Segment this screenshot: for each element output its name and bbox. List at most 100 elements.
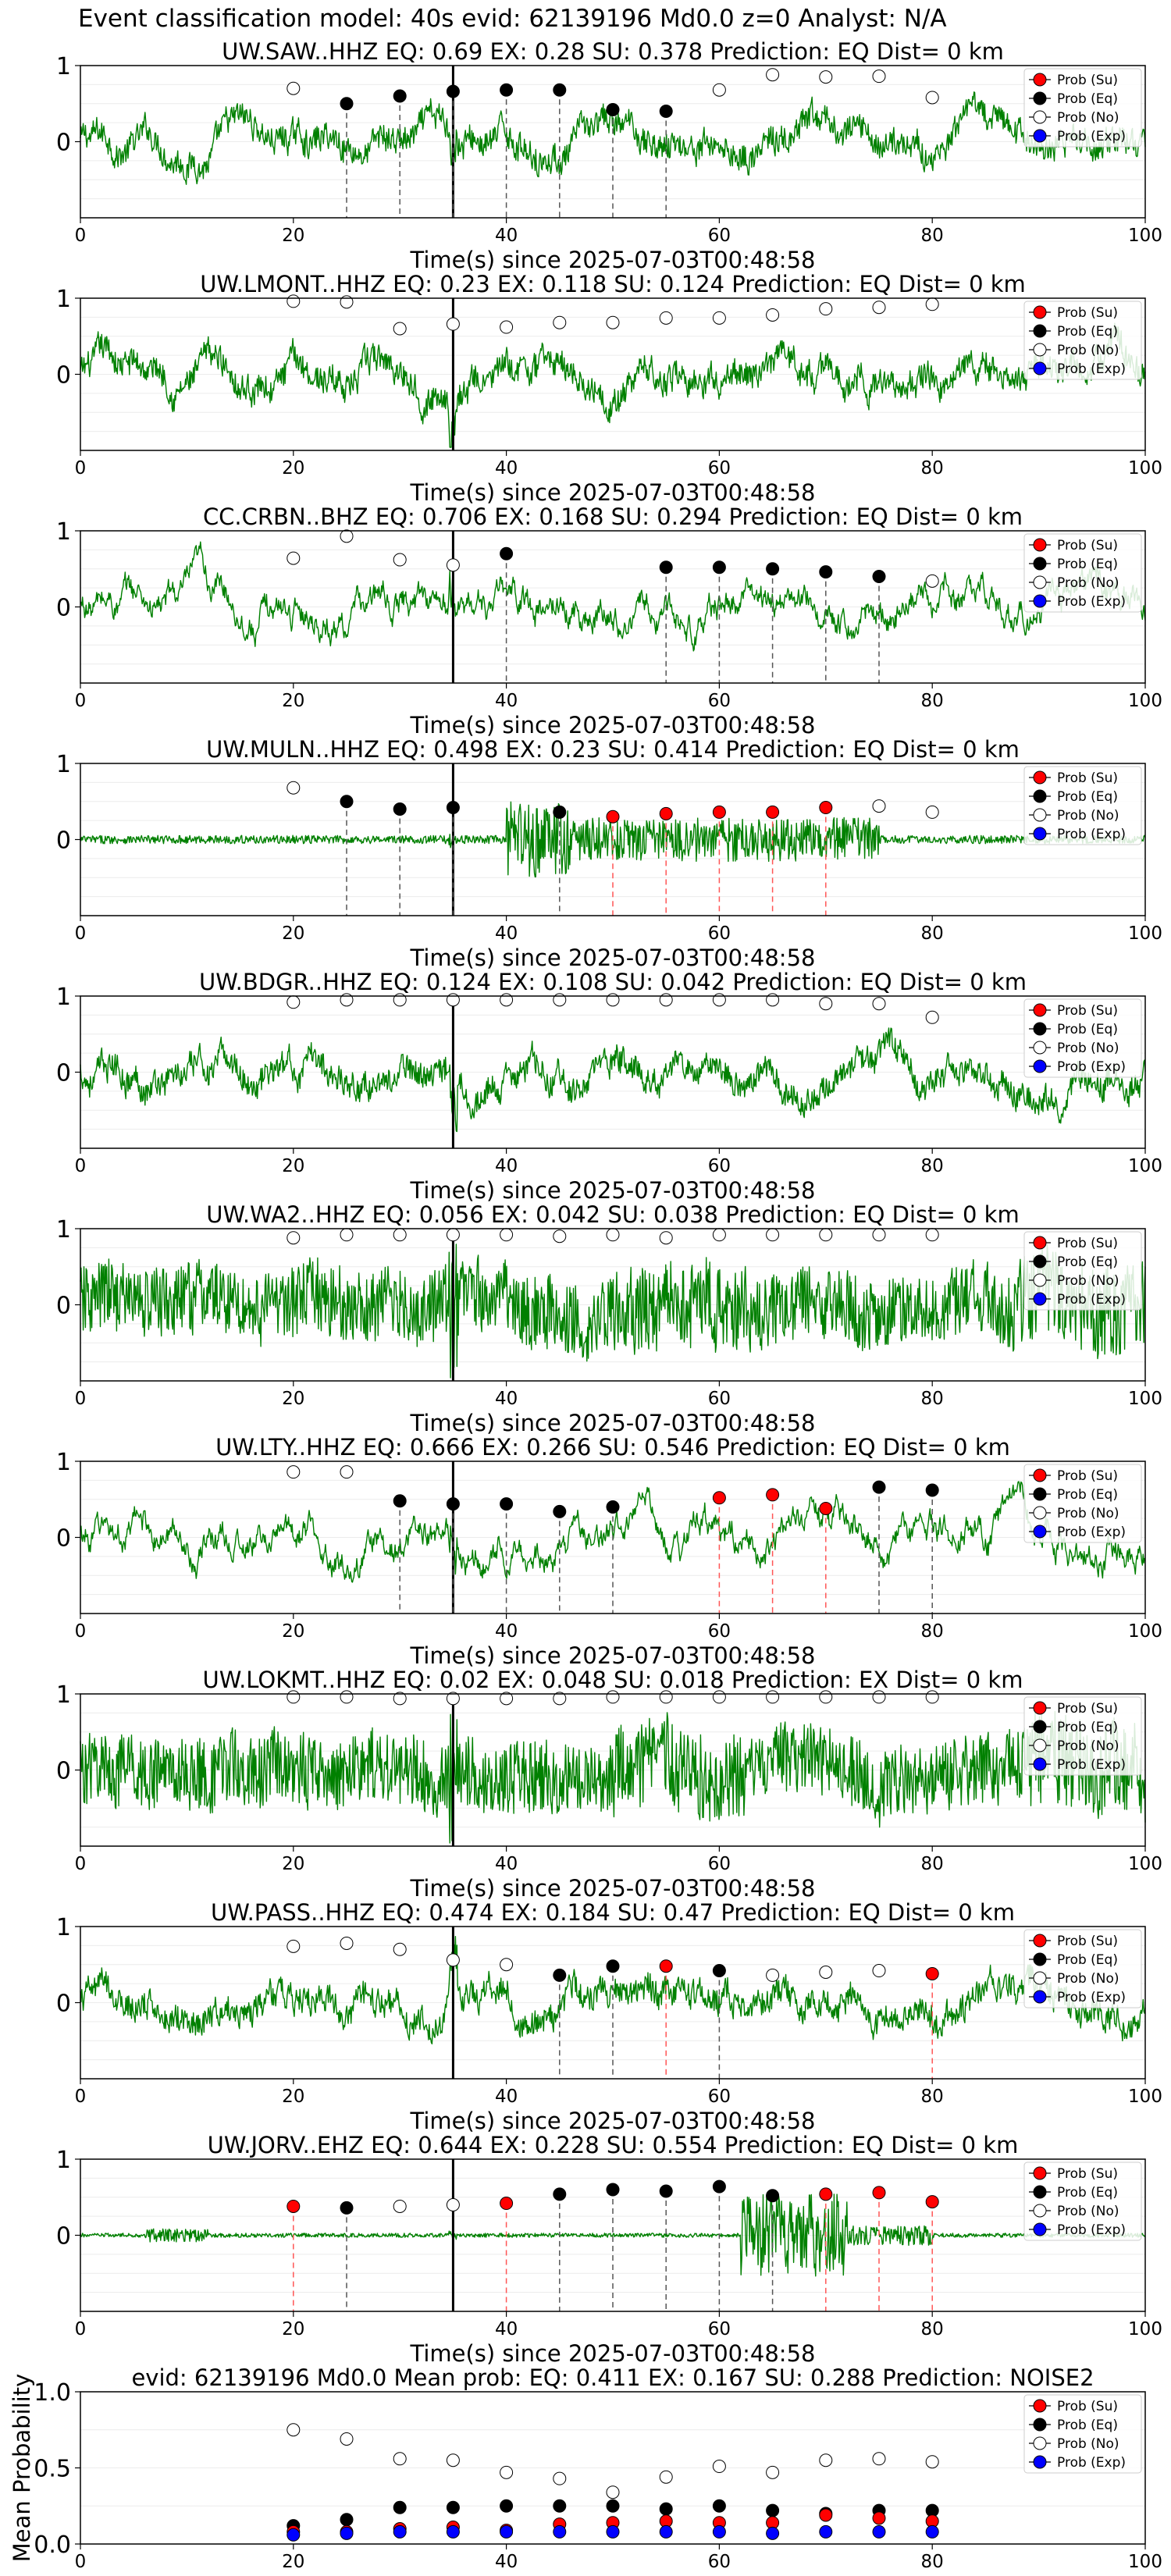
y-tick-label: 1	[56, 518, 71, 546]
mean-point-no	[766, 2465, 780, 2479]
x-tick-label: 60	[708, 2319, 731, 2339]
x-tick-label: 0	[75, 1156, 87, 1176]
mean-point-no	[659, 2470, 673, 2484]
prob-point-eq	[553, 1968, 567, 1982]
prob-point-no	[446, 558, 460, 572]
prob-point-no	[553, 1692, 567, 1706]
x-axis-label: Time(s) since 2025-07-03T00:48:58	[410, 2340, 816, 2367]
prob-point-eq	[446, 84, 460, 98]
prob-point-eq	[340, 97, 354, 111]
x-tick-label: 80	[921, 1156, 944, 1176]
legend-label: Prob (Eq)	[1057, 1254, 1118, 1270]
legend-label: Prob (Su)	[1057, 770, 1118, 786]
prob-point-su	[819, 801, 833, 815]
legend-label: Prob (Exp)	[1057, 827, 1126, 842]
prob-point-su	[659, 806, 673, 820]
x-tick-label: 40	[495, 691, 518, 711]
prob-point-eq	[553, 1504, 567, 1518]
x-tick-label: 0	[75, 2319, 87, 2339]
mean-point-no	[819, 2453, 833, 2467]
mean-point-eq	[659, 2502, 673, 2516]
legend-label: Prob (Exp)	[1057, 594, 1126, 610]
mean-point-exp	[925, 2524, 939, 2539]
prob-point-eq	[393, 89, 407, 103]
panel-title: UW.PASS..HHZ EQ: 0.474 EX: 0.184 SU: 0.4…	[211, 1899, 1015, 1926]
prob-point-eq	[340, 795, 354, 809]
legend-marker-exp	[1033, 1059, 1047, 1073]
waveform-trace	[80, 801, 1146, 878]
legend-marker-su	[1033, 1701, 1047, 1715]
prob-point-no	[340, 1228, 354, 1242]
prob-point-no	[500, 1692, 514, 1706]
prob-point-no	[872, 301, 886, 315]
y-tick-label: 1	[56, 1681, 71, 1709]
mean-point-no	[500, 2465, 514, 2479]
prob-point-eq	[659, 105, 673, 118]
prob-point-no	[766, 1690, 780, 1704]
legend-label: Prob (Su)	[1057, 538, 1118, 553]
panel-title: CC.CRBN..BHZ EQ: 0.706 EX: 0.168 SU: 0.2…	[203, 503, 1023, 530]
x-tick-label: 20	[282, 226, 304, 246]
x-tick-label: 40	[495, 2319, 518, 2339]
legend-label: Prob (Su)	[1057, 1934, 1118, 1949]
legend-marker-no	[1033, 110, 1047, 124]
legend-box	[1023, 2161, 1142, 2241]
y-tick-label: 0.0	[34, 2532, 71, 2559]
prob-point-no	[340, 529, 354, 543]
x-tick-label: 40	[495, 923, 518, 944]
waveform-trace	[80, 1027, 1146, 1133]
x-tick-label: 20	[282, 2319, 304, 2339]
legend-box	[1023, 533, 1142, 613]
x-tick-label: 80	[921, 458, 944, 479]
x-tick-label: 60	[708, 1621, 731, 1642]
legend-label: Prob (Su)	[1057, 1236, 1118, 1251]
legend-marker-no	[1033, 1738, 1047, 1752]
x-tick-label: 0	[75, 2552, 87, 2572]
legend-marker-eq	[1033, 789, 1047, 803]
prob-point-eq	[500, 1497, 514, 1511]
prob-point-no	[766, 68, 780, 82]
legend-label: Prob (No)	[1057, 1506, 1119, 1521]
chart-panel-6: UW.WA2..HHZ EQ: 0.056 EX: 0.042 SU: 0.03…	[56, 1201, 1162, 1436]
legend-marker-su	[1033, 2399, 1047, 2413]
prob-point-su	[659, 1959, 673, 1973]
x-axis-label: Time(s) since 2025-07-03T00:48:58	[410, 1177, 816, 1204]
prob-point-eq	[446, 801, 460, 815]
x-tick-label: 60	[708, 2552, 731, 2572]
legend-marker-eq	[1033, 1254, 1047, 1268]
x-tick-label: 40	[495, 2552, 518, 2572]
prob-point-su	[712, 1491, 726, 1505]
mean-point-no	[287, 2423, 301, 2437]
prob-point-eq	[393, 1494, 407, 1508]
prob-point-no	[340, 1936, 354, 1950]
x-tick-label: 80	[921, 1389, 944, 1409]
legend-label: Prob (No)	[1057, 575, 1119, 591]
legend-box	[1023, 2394, 1142, 2474]
legend-label: Prob (No)	[1057, 1041, 1119, 1056]
x-tick-label: 0	[75, 923, 87, 944]
legend-label: Prob (Eq)	[1057, 789, 1118, 805]
legend-marker-eq	[1033, 91, 1047, 105]
prob-point-su	[606, 809, 620, 824]
x-tick-label: 100	[1128, 458, 1162, 479]
legend-marker-exp	[1033, 2455, 1047, 2469]
waveform-trace	[80, 2194, 1146, 2277]
prob-point-no	[766, 1968, 780, 1982]
prob-point-no	[287, 781, 301, 795]
mean-point-eq	[712, 2499, 726, 2513]
legend-marker-exp	[1033, 594, 1047, 608]
legend-marker-su	[1033, 305, 1047, 319]
prob-point-no	[872, 1228, 886, 1242]
waveform-trace	[80, 541, 1146, 652]
legend-marker-exp	[1033, 827, 1047, 841]
prob-point-no	[393, 1942, 407, 1956]
legend-marker-no	[1033, 2436, 1047, 2450]
x-tick-label: 40	[495, 1621, 518, 1642]
x-tick-label: 80	[921, 2552, 944, 2572]
mean-point-no	[712, 2460, 726, 2474]
panel-title: UW.LTY..HHZ EQ: 0.666 EX: 0.266 SU: 0.54…	[215, 1434, 1010, 1461]
legend-label: Prob (Eq)	[1057, 557, 1118, 572]
y-tick-label: 1	[56, 2147, 71, 2174]
prob-point-no	[553, 1229, 567, 1244]
legend-marker-eq	[1033, 1720, 1047, 1734]
